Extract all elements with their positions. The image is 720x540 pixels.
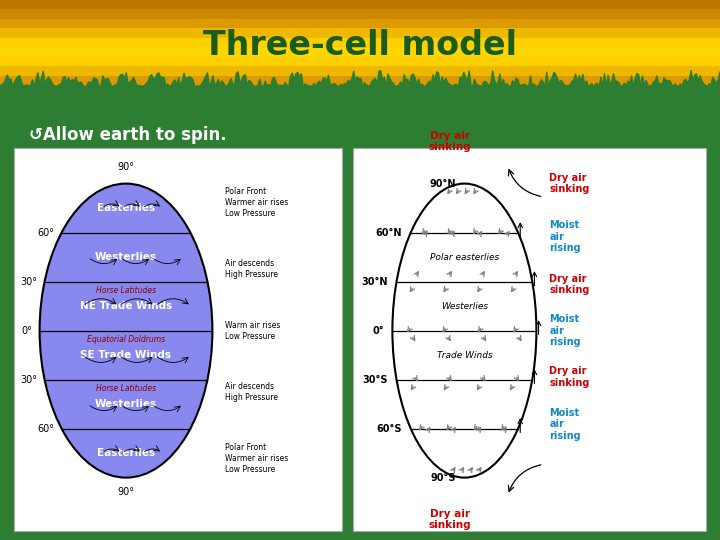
Bar — [14, 148, 342, 531]
Text: 30°S: 30°S — [362, 375, 388, 384]
Text: Moist
air
rising: Moist air rising — [549, 314, 581, 347]
Bar — [0, 38, 720, 47]
Text: 30°: 30° — [20, 276, 37, 287]
Text: Polar Front
Warmer air rises
Low Pressure: Polar Front Warmer air rises Low Pressur… — [225, 187, 289, 218]
Text: NE Trade Winds: NE Trade Winds — [80, 301, 172, 311]
Text: 60°N: 60°N — [376, 227, 402, 238]
Text: Dry air
sinking: Dry air sinking — [428, 509, 472, 530]
Ellipse shape — [392, 184, 536, 478]
Text: Westerlies: Westerlies — [95, 252, 157, 262]
Text: Moist
air
rising: Moist air rising — [549, 220, 581, 253]
Text: Trade Winds: Trade Winds — [436, 350, 492, 360]
Text: 90°: 90° — [117, 163, 135, 172]
Bar — [0, 66, 720, 76]
Bar — [0, 57, 720, 66]
Text: Warm air rises
Low Pressure: Warm air rises Low Pressure — [225, 321, 281, 341]
Bar — [0, 47, 720, 57]
Text: Polar Front
Warmer air rises
Low Pressure: Polar Front Warmer air rises Low Pressur… — [225, 443, 289, 474]
Text: 0°: 0° — [372, 326, 384, 336]
Bar — [0, 28, 720, 38]
Text: 30°: 30° — [20, 375, 37, 384]
Bar — [0, 0, 720, 10]
Text: SE Trade Winds: SE Trade Winds — [81, 350, 171, 360]
Bar — [0, 9, 720, 19]
Text: Westerlies: Westerlies — [441, 302, 488, 310]
Text: Equatorial Doldrums: Equatorial Doldrums — [87, 335, 165, 344]
Text: 90°: 90° — [117, 487, 135, 497]
Text: Air descends
High Pressure: Air descends High Pressure — [225, 382, 279, 402]
Text: Moist
air
rising: Moist air rising — [549, 408, 581, 441]
Text: Polar easterlies: Polar easterlies — [430, 253, 499, 261]
Text: Dry air
sinking: Dry air sinking — [549, 173, 590, 194]
Text: Dry air
sinking: Dry air sinking — [549, 274, 590, 295]
Bar — [0, 19, 720, 28]
Text: Westerlies: Westerlies — [95, 399, 157, 409]
Text: ↺Allow earth to spin.: ↺Allow earth to spin. — [29, 126, 226, 144]
Bar — [0, 76, 720, 85]
Text: 90°S: 90°S — [431, 472, 456, 483]
Text: 90°N: 90°N — [429, 179, 456, 188]
Text: 60°: 60° — [37, 227, 55, 238]
Ellipse shape — [40, 184, 212, 478]
Text: Dry air
sinking: Dry air sinking — [549, 366, 590, 388]
Text: 60°S: 60°S — [377, 423, 402, 434]
Text: Air descends
High Pressure: Air descends High Pressure — [225, 259, 279, 279]
Bar — [0, 85, 720, 94]
Text: 0°: 0° — [22, 326, 32, 336]
Text: Three-cell model: Three-cell model — [203, 29, 517, 62]
Text: Easterlies: Easterlies — [97, 203, 155, 213]
Text: Easterlies: Easterlies — [97, 448, 155, 458]
Text: Horse Latitudes: Horse Latitudes — [96, 286, 156, 295]
Text: 30°N: 30°N — [361, 276, 388, 287]
Text: Horse Latitudes: Horse Latitudes — [96, 384, 156, 393]
Text: 60°: 60° — [37, 423, 55, 434]
Text: Dry air
sinking: Dry air sinking — [428, 131, 472, 152]
Bar — [353, 148, 706, 531]
